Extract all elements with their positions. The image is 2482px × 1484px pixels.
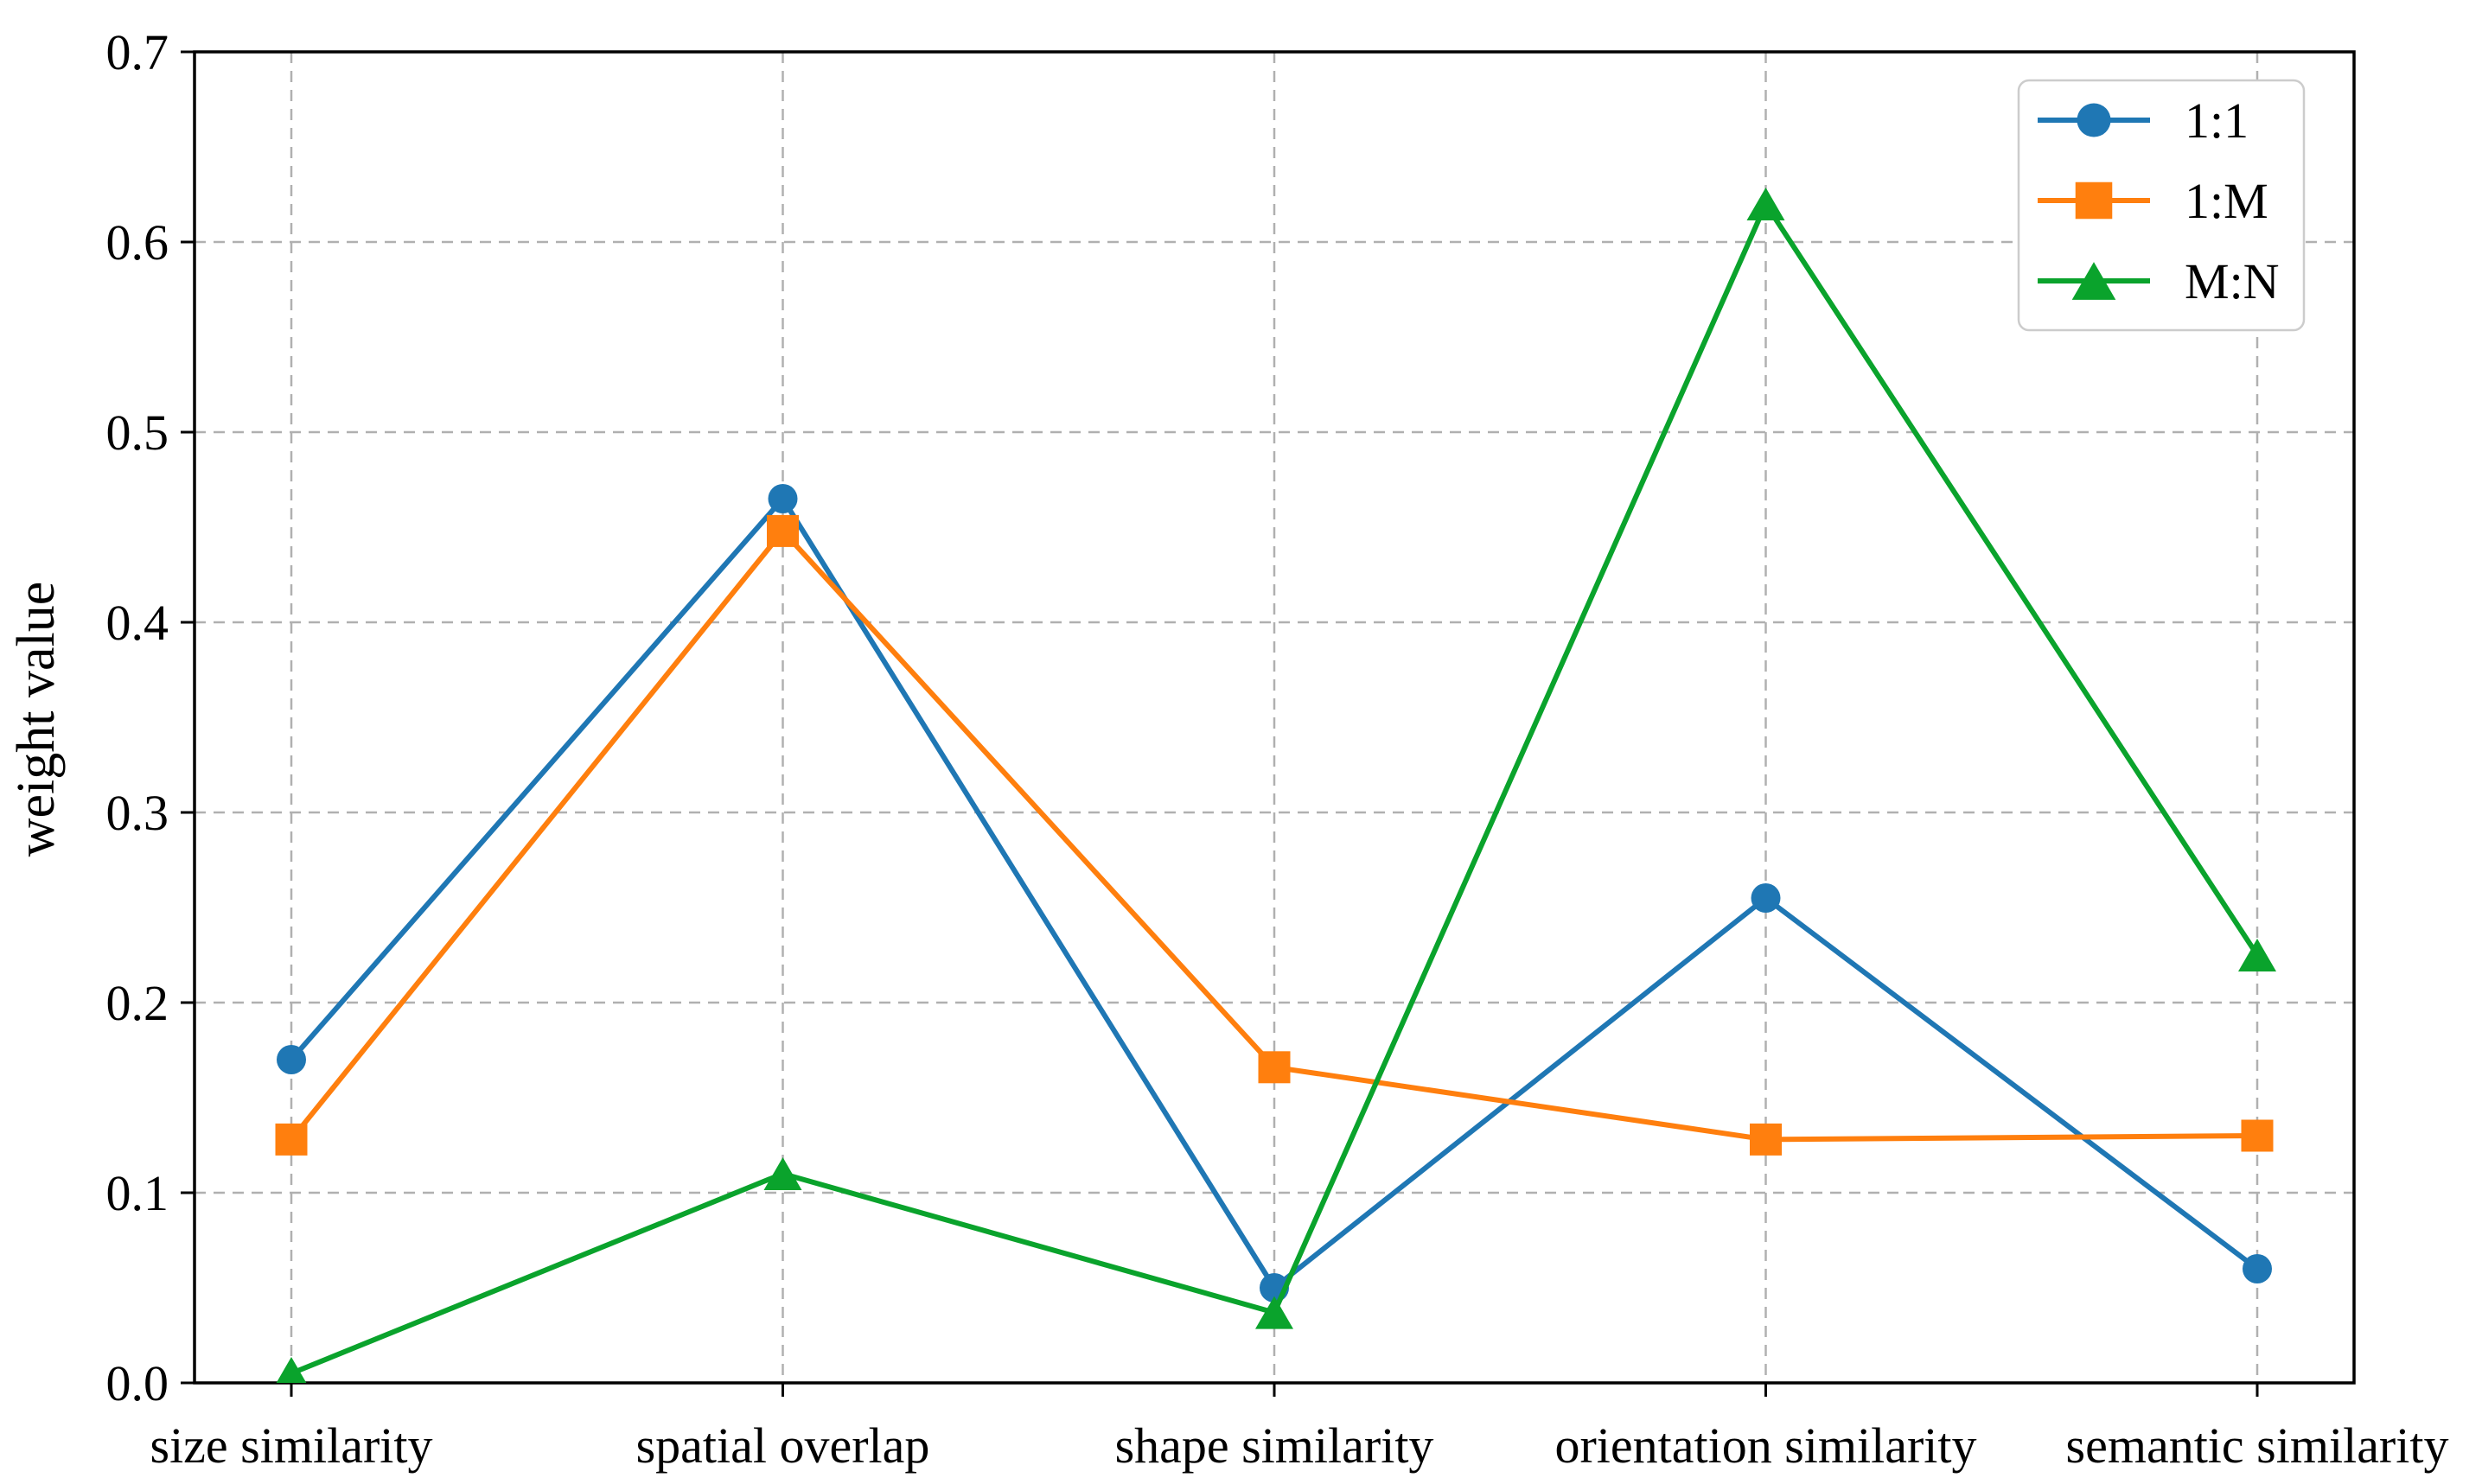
legend: 1:1 1:M M:N (2017, 79, 2306, 332)
x-tick-label: shape similarity (1115, 1417, 1434, 1474)
data-point-marker (2077, 103, 2111, 137)
legend-entry: 1:1 (2038, 92, 2249, 149)
y-tick-label: 0.0 (106, 1355, 169, 1411)
y-tick-label: 0.4 (106, 595, 169, 651)
y-tick-label: 0.7 (106, 24, 169, 80)
series-mn (276, 188, 2276, 1383)
y-tick-label: 0.5 (106, 404, 169, 461)
series-layer (275, 188, 2276, 1383)
data-point-marker (2071, 262, 2116, 300)
data-point-marker (767, 514, 799, 547)
label-layer: weight value 0.0 0.1 0.2 0.3 0.4 0.5 0.6 0.7 siz… (7, 24, 2448, 1474)
y-tick-label: 0.2 (106, 975, 169, 1031)
data-point-marker (277, 1045, 306, 1074)
legend-label: 1:1 (2185, 92, 2249, 149)
data-point-marker (2075, 182, 2113, 220)
data-point-marker (1255, 1296, 1293, 1329)
x-tick-label: semantic similarity (2066, 1417, 2449, 1474)
data-point-marker (1751, 883, 1781, 913)
legend-entry: 1:M (2038, 173, 2268, 229)
legend-label: M:N (2185, 253, 2280, 309)
data-point-marker (2243, 1254, 2272, 1283)
data-point-marker (763, 1157, 802, 1190)
data-point-marker (2238, 939, 2276, 971)
series-11 (277, 484, 2272, 1302)
y-tick-label: 0.3 (106, 785, 169, 841)
data-point-marker (1746, 188, 1785, 220)
x-tick-label: spatial overlap (636, 1417, 930, 1474)
data-point-marker (2241, 1119, 2274, 1152)
y-tick-label: 0.1 (106, 1165, 169, 1221)
data-point-marker (276, 1357, 307, 1383)
legend-entry: M:N (2038, 253, 2280, 309)
axis-layer (181, 50, 2356, 1397)
y-tick-label: 0.6 (106, 214, 169, 271)
y-axis-label: weight value (7, 582, 66, 857)
legend-label: 1:M (2185, 173, 2268, 229)
x-tick-label: orientation similarity (1554, 1417, 1976, 1474)
data-point-marker (275, 1123, 308, 1156)
data-point-marker (768, 484, 798, 513)
data-point-marker (1750, 1123, 1782, 1156)
data-point-marker (1258, 1051, 1291, 1084)
legend-box (2017, 79, 2306, 332)
series-1m (275, 514, 2274, 1156)
x-tick-label: size similarity (150, 1417, 433, 1474)
